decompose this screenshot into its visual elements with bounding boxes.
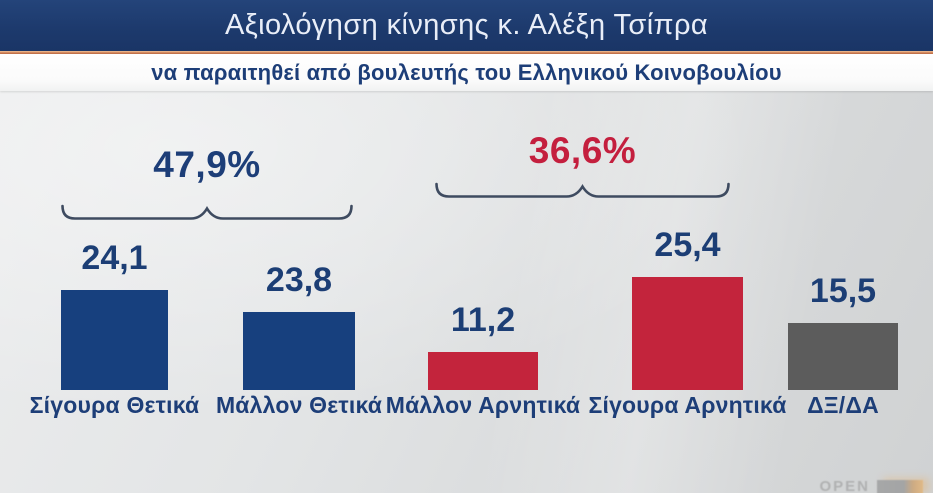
channel-watermark-text: OPEN (819, 478, 870, 493)
channel-watermark: OPEN (819, 478, 923, 493)
bar-category-5: ΔΞ/ΔΑ (807, 392, 879, 418)
bar-5 (788, 323, 898, 390)
accent-divider (0, 51, 933, 54)
bar-category-2: Μάλλον Θετικά (215, 392, 383, 418)
bar-value-1: 24,1 (81, 239, 148, 277)
group-percent-1: 47,9% (153, 144, 261, 185)
bar-value-5: 15,5 (809, 272, 877, 310)
page-title: Αξιολόγηση κίνησης κ. Αλέξη Τσίπρα (224, 9, 709, 41)
bar-value-3: 11,2 (450, 301, 516, 339)
group-bracket-2 (435, 182, 730, 198)
channel-logo-icon (877, 480, 923, 493)
subtitle-bar: να παραιτηθεί από βουλευτής του Ελληνικο… (0, 54, 933, 91)
bar-category-1: Σίγουρα Θετικά (29, 392, 200, 418)
bar-2 (243, 312, 355, 390)
bar-3 (428, 352, 538, 390)
bar-4 (632, 277, 743, 390)
group-percent-2: 36,6% (528, 130, 637, 171)
bar-value-4: 25,4 (654, 226, 721, 264)
bar-category-4: Σίγουρα Αρνητικά (588, 392, 787, 418)
chart-subtitle: να παραιτηθεί από βουλευτής του Ελληνικο… (151, 59, 782, 85)
bar-1 (61, 290, 168, 390)
title-bar: Αξιολόγηση κίνησης κ. Αλέξη Τσίπρα (0, 0, 933, 51)
group-bracket-1 (61, 204, 353, 220)
bar-category-3: Μάλλον Αρνητικά (385, 392, 581, 418)
bar-value-2: 23,8 (265, 261, 333, 299)
